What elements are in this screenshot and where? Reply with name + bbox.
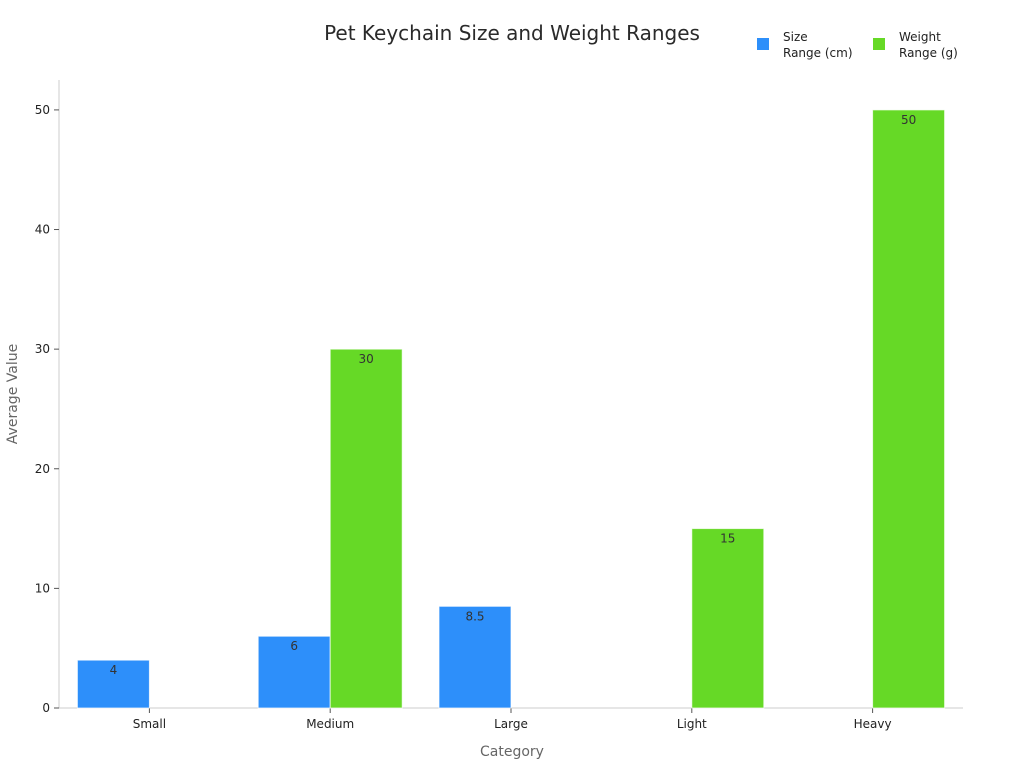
y-axis-label: Average Value xyxy=(5,344,21,444)
legend-label-weight-range-g: Weight Range (g) xyxy=(899,30,958,60)
bar-size-range-cm-large xyxy=(438,605,512,709)
legend-swatch-weight-range-g xyxy=(873,38,885,50)
data-label-size-range-cm-large: 8.5 xyxy=(465,609,484,623)
x-axis-label: Category xyxy=(480,744,544,760)
data-labels: 4 6 30 8.5 15 50 xyxy=(110,113,917,677)
x-tick-label-large: Large xyxy=(494,717,528,731)
data-label-size-range-cm-medium: 6 xyxy=(290,639,298,653)
data-label-weight-range-g-heavy: 50 xyxy=(901,113,916,127)
y-tick-label: 40 xyxy=(35,223,50,237)
y-axis-ticks: 0 10 20 30 40 50 xyxy=(35,103,59,715)
x-tick-label-light: Light xyxy=(677,717,707,731)
bar-weight-range-g-heavy xyxy=(872,109,946,709)
bar-size-range-cm-medium xyxy=(257,635,331,709)
bar-weight-range-g-light xyxy=(691,528,765,709)
x-tick-label-medium: Medium xyxy=(306,717,354,731)
bar-size-range-cm-small xyxy=(76,659,150,709)
y-tick-label: 50 xyxy=(35,103,50,117)
legend-swatch-size-range-cm xyxy=(757,38,769,50)
legend: Size Range (cm) Weight Range (g) xyxy=(757,30,958,60)
y-tick-label: 30 xyxy=(35,342,50,356)
bars xyxy=(76,109,946,709)
x-tick-label-small: Small xyxy=(133,717,166,731)
chart-title: Pet Keychain Size and Weight Ranges xyxy=(324,21,700,45)
y-tick-label: 0 xyxy=(42,701,50,715)
y-tick-label: 20 xyxy=(35,462,50,476)
bar-weight-range-g-medium xyxy=(329,348,403,709)
legend-label-size-range-cm: Size Range (cm) xyxy=(783,30,853,60)
x-axis-ticks: Small Medium Large Light Heavy xyxy=(133,708,892,731)
x-tick-label-heavy: Heavy xyxy=(854,717,892,731)
data-label-weight-range-g-medium: 30 xyxy=(359,352,374,366)
data-label-weight-range-g-light: 15 xyxy=(720,532,735,546)
y-tick-label: 10 xyxy=(35,581,50,595)
data-label-size-range-cm-small: 4 xyxy=(110,663,118,677)
